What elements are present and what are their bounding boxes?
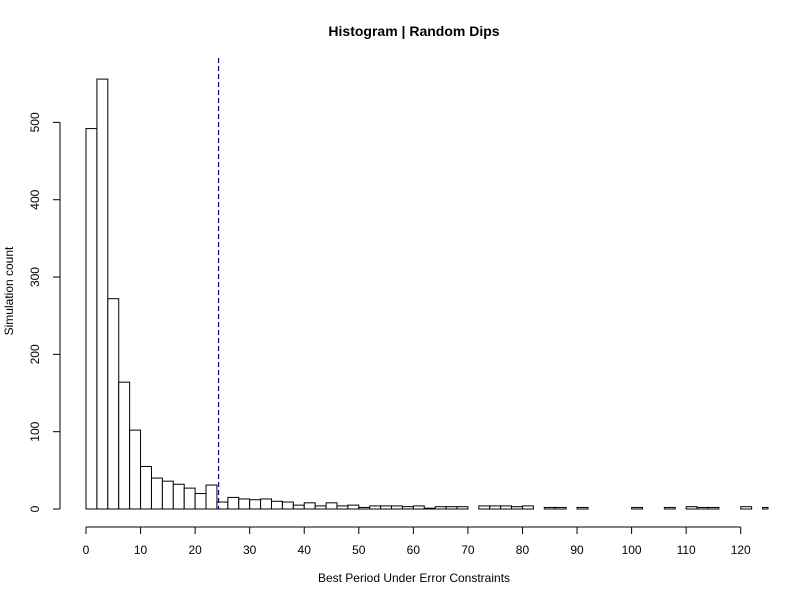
histogram-bar: [358, 506, 371, 510]
x-tick-label: 0: [83, 543, 90, 557]
histogram-bar: [423, 507, 436, 510]
histogram-bar: [271, 500, 283, 510]
histogram-bar: [707, 506, 720, 510]
histogram-bar: [129, 429, 142, 510]
histogram-bar: [107, 298, 120, 510]
x-tick-label: 90: [570, 543, 584, 557]
histogram-bar: [478, 505, 491, 510]
histogram-bar: [314, 505, 327, 510]
histogram-bar: [685, 506, 698, 510]
histogram-bar: [303, 502, 316, 510]
histogram-bar: [183, 487, 196, 510]
histogram-bar: [336, 505, 349, 510]
histogram-bar: [172, 483, 185, 510]
x-tick-label: 10: [134, 543, 148, 557]
histogram-bar: [325, 502, 338, 510]
x-tick-label: 20: [188, 543, 202, 557]
histogram-bar: [281, 501, 294, 510]
y-tick-label: 400: [28, 189, 42, 209]
histogram-bar: [456, 506, 469, 510]
histogram-bar: [369, 505, 382, 510]
histogram-bar: [401, 506, 414, 510]
histogram-bar: [445, 506, 458, 510]
y-tick-label: 500: [28, 112, 42, 132]
histogram-bar: [489, 505, 502, 510]
y-axis: 0 100 200 300 400 500: [28, 112, 61, 512]
x-tick-label: 110: [677, 543, 696, 557]
histogram-bar: [412, 505, 425, 510]
histogram-bar: [292, 504, 305, 510]
histogram-bar: [554, 506, 567, 510]
y-axis-label: Simulation count: [2, 246, 16, 335]
y-tick-label: 0: [28, 505, 42, 512]
histogram-bar: [521, 505, 534, 510]
histogram-bar: [227, 496, 240, 510]
histogram-bar: [740, 506, 753, 510]
x-tick-label: 80: [516, 543, 530, 557]
y-tick-label: 300: [28, 267, 42, 287]
histogram-bar: [118, 381, 131, 510]
histogram-bar: [434, 506, 447, 510]
x-tick-label: 50: [352, 543, 366, 557]
histogram-bar: [194, 493, 207, 510]
histogram-bar: [347, 504, 360, 510]
chart-title: Histogram | Random Dips: [328, 23, 499, 39]
x-axis: 0 10 20 30 40 50 60 70 80 90 100 110 120: [83, 526, 751, 557]
histogram-bar: [96, 78, 109, 510]
x-tick-label: 100: [622, 543, 642, 557]
histogram-bar: [511, 506, 523, 510]
histogram-bar: [576, 506, 589, 510]
histogram-bar: [140, 465, 152, 510]
x-tick-label: 60: [407, 543, 421, 557]
bars-group: [85, 78, 769, 510]
histogram-bar: [85, 128, 98, 510]
histogram-bar: [500, 505, 513, 510]
histogram-bar: [238, 498, 251, 510]
histogram-bar: [150, 477, 163, 510]
x-tick-label: 40: [298, 543, 312, 557]
histogram-bar: [762, 506, 769, 510]
histogram-bar: [631, 506, 644, 510]
histogram-bar: [205, 484, 218, 510]
histogram-bar: [260, 498, 273, 510]
y-tick-label: 200: [28, 344, 42, 364]
histogram-bar: [663, 506, 676, 510]
x-tick-label: 30: [243, 543, 257, 557]
histogram-bar: [249, 499, 262, 510]
x-tick-label: 70: [461, 543, 475, 557]
histogram-bar: [696, 506, 709, 510]
histogram-bar: [391, 505, 403, 510]
histogram-bar: [380, 505, 393, 510]
y-tick-label: 100: [28, 421, 42, 441]
x-axis-label: Best Period Under Error Constraints: [318, 571, 510, 585]
x-tick-label: 120: [731, 543, 751, 557]
histogram-bar: [161, 480, 174, 510]
histogram-bar: [543, 506, 556, 510]
